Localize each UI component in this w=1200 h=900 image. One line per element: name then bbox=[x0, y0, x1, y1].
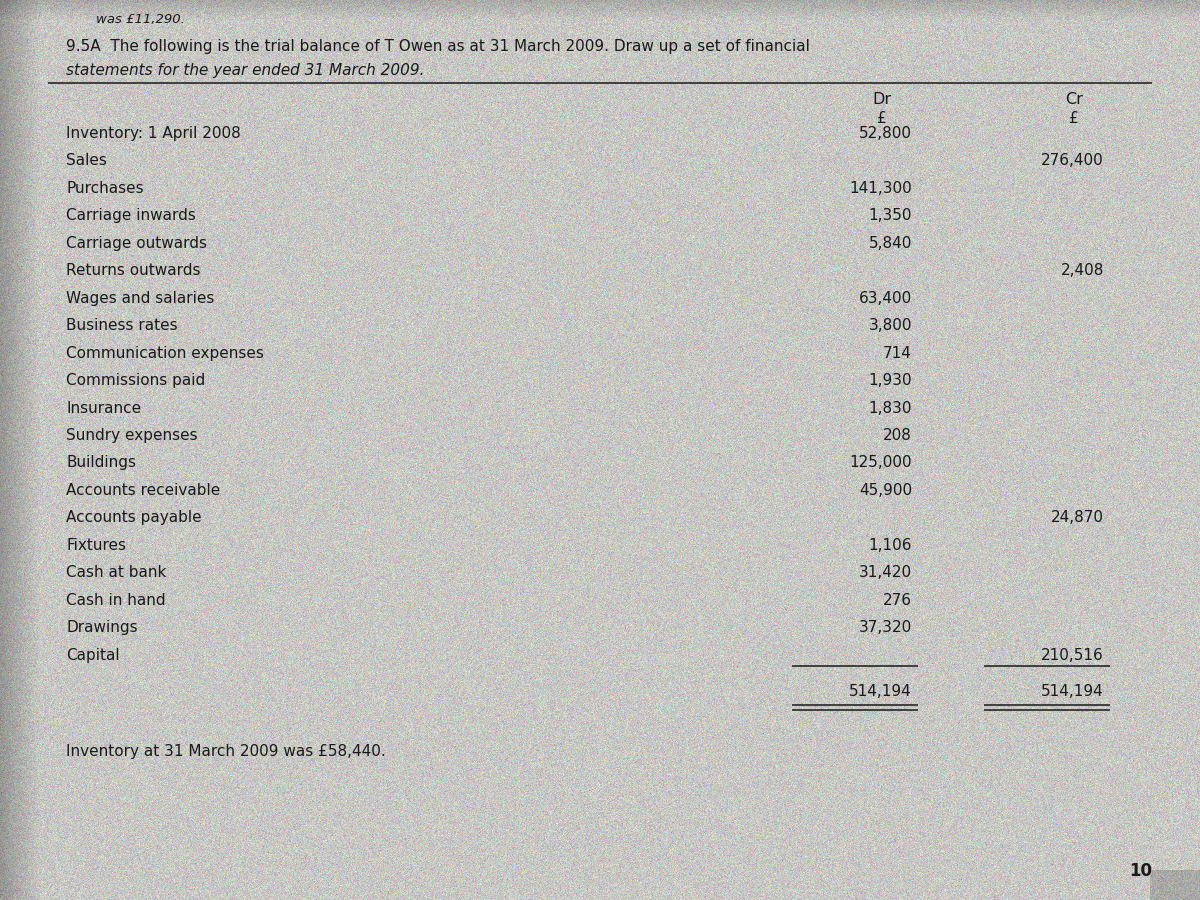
Text: 208: 208 bbox=[883, 428, 912, 443]
Text: 514,194: 514,194 bbox=[1042, 684, 1104, 699]
Text: Buildings: Buildings bbox=[66, 455, 136, 471]
Text: £: £ bbox=[1069, 111, 1079, 126]
Text: Drawings: Drawings bbox=[66, 620, 138, 635]
Text: 141,300: 141,300 bbox=[850, 181, 912, 196]
Text: 2,408: 2,408 bbox=[1061, 263, 1104, 278]
Text: 1,830: 1,830 bbox=[869, 400, 912, 416]
Text: 37,320: 37,320 bbox=[859, 620, 912, 635]
Text: 45,900: 45,900 bbox=[859, 482, 912, 498]
Text: Fixtures: Fixtures bbox=[66, 537, 126, 553]
Text: Insurance: Insurance bbox=[66, 400, 142, 416]
Text: Cash at bank: Cash at bank bbox=[66, 565, 167, 581]
Text: Cr: Cr bbox=[1066, 92, 1082, 107]
Text: Commissions paid: Commissions paid bbox=[66, 373, 205, 388]
Text: was £11,290.: was £11,290. bbox=[96, 14, 185, 26]
Text: 714: 714 bbox=[883, 346, 912, 361]
Text: 276,400: 276,400 bbox=[1042, 153, 1104, 168]
Text: 24,870: 24,870 bbox=[1051, 510, 1104, 526]
Text: 1,930: 1,930 bbox=[869, 373, 912, 388]
Text: Inventory: 1 April 2008: Inventory: 1 April 2008 bbox=[66, 126, 241, 141]
Text: 125,000: 125,000 bbox=[850, 455, 912, 471]
Text: Accounts receivable: Accounts receivable bbox=[66, 482, 221, 498]
Text: statements for the year ended 31 March 2009.: statements for the year ended 31 March 2… bbox=[66, 63, 425, 78]
Text: 10: 10 bbox=[1129, 862, 1152, 880]
Text: Sundry expenses: Sundry expenses bbox=[66, 428, 198, 443]
Text: Dr: Dr bbox=[872, 92, 892, 107]
Text: 276: 276 bbox=[883, 592, 912, 608]
Text: Purchases: Purchases bbox=[66, 181, 144, 196]
Text: Inventory at 31 March 2009 was £58,440.: Inventory at 31 March 2009 was £58,440. bbox=[66, 744, 385, 760]
Text: 3,800: 3,800 bbox=[869, 318, 912, 333]
Text: Business rates: Business rates bbox=[66, 318, 178, 333]
Text: 9.5A  The following is the trial balance of T Owen as at 31 March 2009. Draw up : 9.5A The following is the trial balance … bbox=[66, 39, 810, 54]
Text: 1,350: 1,350 bbox=[869, 209, 912, 223]
Text: 210,516: 210,516 bbox=[1042, 648, 1104, 662]
Text: 63,400: 63,400 bbox=[859, 291, 912, 306]
Text: Wages and salaries: Wages and salaries bbox=[66, 291, 215, 306]
Text: Carriage inwards: Carriage inwards bbox=[66, 209, 196, 223]
Text: Accounts payable: Accounts payable bbox=[66, 510, 202, 526]
Text: Carriage outwards: Carriage outwards bbox=[66, 236, 208, 251]
Text: 1,106: 1,106 bbox=[869, 537, 912, 553]
Text: Communication expenses: Communication expenses bbox=[66, 346, 264, 361]
Text: Sales: Sales bbox=[66, 153, 107, 168]
Text: Returns outwards: Returns outwards bbox=[66, 263, 200, 278]
Text: Cash in hand: Cash in hand bbox=[66, 592, 166, 608]
Text: 5,840: 5,840 bbox=[869, 236, 912, 251]
Text: 514,194: 514,194 bbox=[850, 684, 912, 699]
Text: Capital: Capital bbox=[66, 648, 120, 662]
Text: 31,420: 31,420 bbox=[859, 565, 912, 581]
Text: £: £ bbox=[877, 111, 887, 126]
Text: 52,800: 52,800 bbox=[859, 126, 912, 141]
